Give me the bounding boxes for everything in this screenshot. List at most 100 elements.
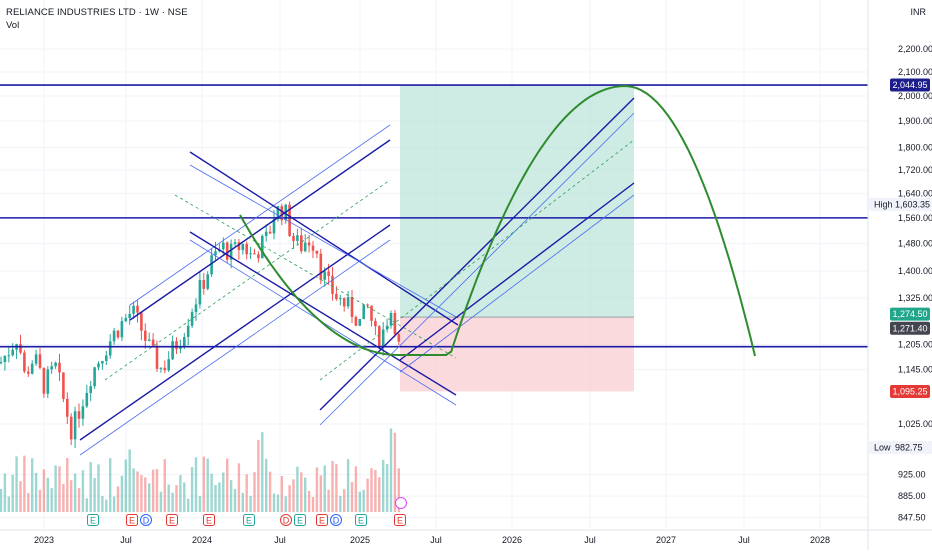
channel1-upper-outer — [129, 124, 391, 306]
label-target-price-box — [890, 78, 930, 92]
currency-label[interactable]: INR — [910, 7, 927, 17]
candle-body — [0, 362, 3, 364]
volume-bar — [296, 466, 299, 512]
event-marker[interactable]: E — [355, 514, 367, 526]
candle-body — [385, 325, 389, 330]
candle-body — [261, 235, 264, 259]
event-marker-label: E — [358, 516, 364, 526]
volume-bar — [245, 474, 248, 512]
volume-bar — [77, 488, 81, 512]
event-marker[interactable]: E — [126, 514, 138, 526]
volume-bar — [315, 467, 319, 512]
volume-bar — [241, 492, 244, 512]
volume-bar — [155, 469, 159, 512]
candle-body — [393, 312, 397, 335]
volume-bar — [66, 457, 69, 512]
volume-bar — [171, 492, 174, 512]
event-marker[interactable]: E — [394, 514, 406, 526]
volume-bar — [382, 459, 385, 512]
candle-body — [46, 369, 50, 394]
event-marker[interactable]: E — [166, 514, 178, 526]
candle-body — [276, 206, 280, 220]
event-marker-shape — [316, 514, 328, 526]
candle-body — [108, 341, 112, 356]
y-tick-label: 2,200.00 — [898, 44, 932, 54]
volume-bar — [354, 466, 358, 512]
low-row-bg — [868, 441, 932, 454]
projection-arc — [239, 84, 756, 357]
volume-bar — [292, 479, 295, 512]
volume-bar — [276, 494, 280, 512]
candle-body — [358, 319, 362, 326]
volume-bar — [378, 477, 381, 512]
volume-bar — [210, 473, 213, 512]
event-marker-shape — [280, 514, 292, 526]
event-marker[interactable]: E — [243, 514, 255, 526]
volume-bar — [358, 491, 361, 512]
volume-bar — [159, 491, 163, 512]
volume-bar — [280, 476, 283, 512]
label-entry-price-box — [890, 307, 930, 321]
event-marker[interactable]: D — [140, 514, 152, 526]
candle-body — [27, 371, 30, 374]
volume-bar — [136, 471, 139, 512]
candle-body — [3, 355, 7, 363]
candle-body — [155, 345, 159, 369]
volume-bar — [175, 485, 178, 512]
volume-bar — [116, 486, 120, 512]
event-marker[interactable]: E — [316, 514, 328, 526]
target-zone — [400, 85, 634, 318]
candle-body — [11, 349, 14, 356]
volume-bar — [132, 468, 135, 512]
y-tick-label: 847.50 — [898, 512, 926, 522]
event-marker[interactable]: E — [203, 514, 215, 526]
y-tick-label: 1,900.00 — [898, 116, 932, 126]
event-marker-shape — [243, 514, 255, 526]
candle-body — [202, 280, 206, 289]
event-marker[interactable]: D — [330, 514, 342, 526]
candle-body — [93, 367, 96, 387]
candle-body — [105, 355, 108, 361]
volume-bar — [81, 470, 85, 512]
volume-bar — [202, 456, 205, 512]
candle-body — [257, 254, 260, 259]
event-marker-shape — [87, 514, 99, 526]
x-tick-label: 2028 — [810, 535, 830, 545]
candle-body — [58, 362, 61, 373]
high-row-bg — [868, 197, 932, 211]
event-marker-shape — [140, 514, 152, 526]
volume-bar — [229, 480, 233, 512]
volume-bar — [50, 488, 53, 512]
x-tick-label: 2027 — [656, 535, 676, 545]
symbol-title[interactable]: RELIANCE INDUSTRIES LTD · 1W · NSE — [6, 7, 188, 18]
volume-bar — [222, 472, 225, 512]
volume-bar — [46, 477, 49, 512]
volume-bar — [335, 464, 338, 512]
event-marker-label: E — [397, 516, 403, 526]
candle-body — [249, 253, 252, 255]
x-tick-label: 2023 — [34, 535, 54, 545]
candle-body — [136, 305, 139, 313]
candle-body — [38, 354, 42, 368]
volume-bars — [0, 428, 400, 512]
candle-body — [350, 296, 354, 317]
event-marker[interactable]: E — [294, 514, 306, 526]
label-target-price: 2,044.95 — [892, 80, 927, 90]
x-tick-label: Jul — [738, 535, 750, 545]
volume-bar — [284, 496, 287, 512]
event-marker[interactable]: D — [280, 514, 292, 526]
event-marker[interactable]: E — [87, 514, 99, 526]
volume-bar — [3, 473, 7, 512]
volume-indicator-label[interactable]: Vol — [6, 20, 20, 31]
channel3-lower-outer — [399, 194, 635, 373]
candle-body — [163, 367, 167, 371]
candle-body — [323, 271, 326, 280]
event-marker-shape — [330, 514, 342, 526]
volume-bar — [268, 471, 272, 512]
volume-bar — [27, 493, 30, 512]
drawings[interactable] — [0, 84, 868, 456]
candle-body — [245, 243, 248, 255]
candle-body — [77, 411, 81, 419]
